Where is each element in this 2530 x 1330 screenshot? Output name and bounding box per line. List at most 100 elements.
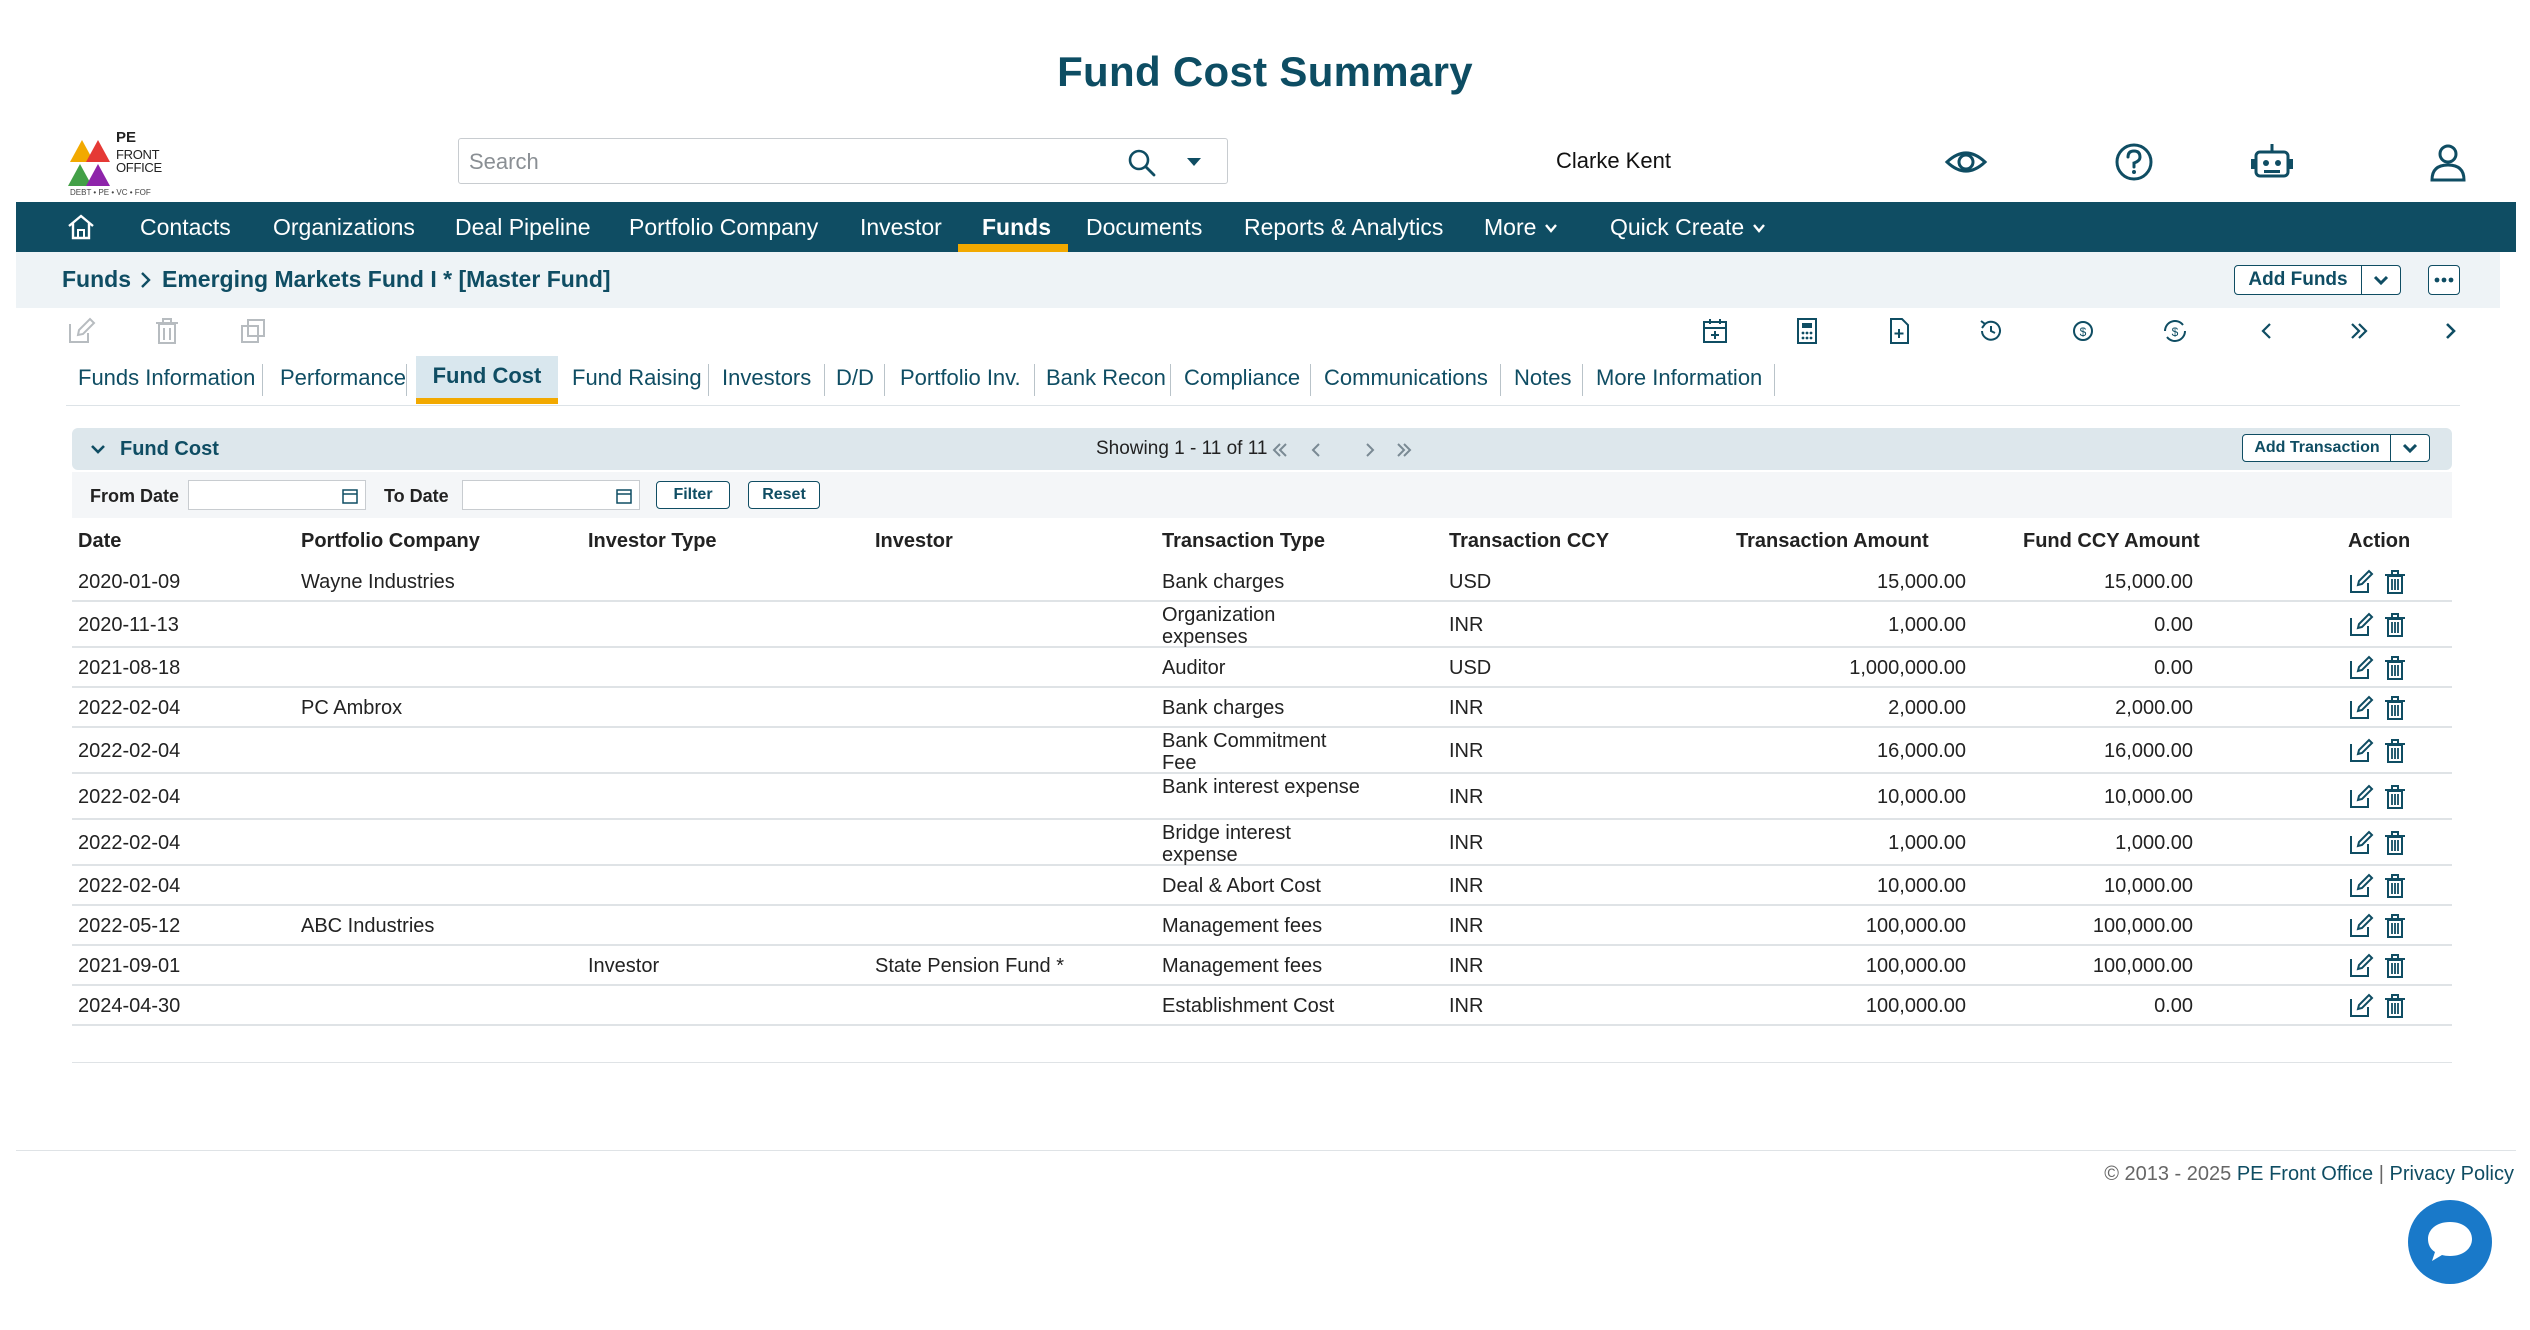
- tab-more-information[interactable]: More Information: [1596, 365, 1763, 390]
- delete-row-icon[interactable]: [2382, 569, 2408, 595]
- reset-button[interactable]: Reset: [748, 481, 820, 509]
- nav-quick-create[interactable]: Quick Create: [1610, 202, 1767, 252]
- search-icon[interactable]: [1127, 148, 1157, 178]
- delete-row-icon[interactable]: [2382, 655, 2408, 681]
- prev-page-icon[interactable]: [1306, 440, 1326, 460]
- delete-row-icon[interactable]: [2382, 913, 2408, 939]
- last-record-icon[interactable]: [2344, 316, 2374, 346]
- help-icon[interactable]: [2112, 140, 2156, 184]
- col-fund-ccy-amount[interactable]: Fund CCY Amount: [2023, 530, 2200, 552]
- table-row[interactable]: 2022-02-04 Deal & Abort Cost INR 10,000.00 1…: [72, 866, 2452, 906]
- currency-sync-icon[interactable]: $: [2160, 316, 2190, 346]
- table-row[interactable]: 2021-09-01 Investor State Pension Fund * Ma…: [72, 946, 2452, 986]
- filter-button[interactable]: Filter: [656, 481, 730, 509]
- edit-row-icon[interactable]: [2348, 873, 2374, 899]
- table-row[interactable]: 2021-08-18 Auditor USD 1,000,000.00 0.00: [72, 648, 2452, 688]
- add-transaction-button[interactable]: Add Transaction: [2242, 434, 2392, 462]
- tab-portfolio-inv[interactable]: Portfolio Inv.: [900, 365, 1021, 390]
- last-page-icon[interactable]: [1394, 440, 1414, 460]
- user-profile-icon[interactable]: [2426, 140, 2470, 184]
- table-row[interactable]: 2022-02-04 Bridge interest expense INR 1,00…: [72, 820, 2452, 866]
- table-row[interactable]: 2022-02-04 Bank Commitment Fee INR 16,000.0…: [72, 728, 2452, 774]
- privacy-policy-link[interactable]: Privacy Policy: [2389, 1163, 2514, 1185]
- currency-refresh-icon[interactable]: $: [2068, 316, 2098, 346]
- col-investor[interactable]: Investor: [875, 530, 953, 552]
- chat-button[interactable]: [2408, 1200, 2492, 1284]
- search-input[interactable]: [469, 147, 1109, 177]
- tab-dd[interactable]: D/D: [836, 365, 874, 390]
- tab-notes[interactable]: Notes: [1514, 365, 1572, 390]
- delete-icon[interactable]: [152, 316, 182, 346]
- first-page-icon[interactable]: [1270, 440, 1290, 460]
- edit-row-icon[interactable]: [2348, 830, 2374, 856]
- edit-row-icon[interactable]: [2348, 784, 2374, 810]
- tab-bank-recon[interactable]: Bank Recon: [1046, 365, 1166, 390]
- table-row[interactable]: 2022-05-12 ABC Industries Management fees I…: [72, 906, 2452, 946]
- table-row[interactable]: 2020-01-09 Wayne Industries Bank charges US…: [72, 562, 2452, 602]
- edit-row-icon[interactable]: [2348, 913, 2374, 939]
- logo[interactable]: PE FRONT OFFICE DEBT • PE • VC • FOF: [68, 128, 198, 198]
- table-row[interactable]: 2022-02-04 PC Ambrox Bank charges INR 2,000.…: [72, 688, 2452, 728]
- nav-investor[interactable]: Investor: [860, 214, 942, 240]
- nav-deal-pipeline[interactable]: Deal Pipeline: [455, 214, 591, 240]
- add-document-icon[interactable]: [1884, 316, 1914, 346]
- nav-contacts[interactable]: Contacts: [140, 214, 231, 240]
- more-options-button[interactable]: [2428, 265, 2460, 295]
- tab-communications[interactable]: Communications: [1324, 365, 1488, 390]
- nav-reports-analytics[interactable]: Reports & Analytics: [1244, 214, 1444, 240]
- col-transaction-type[interactable]: Transaction Type: [1162, 530, 1326, 552]
- add-funds-button[interactable]: Add Funds: [2234, 265, 2362, 295]
- add-funds-dropdown-button[interactable]: [2361, 265, 2401, 295]
- tab-fund-cost[interactable]: Fund Cost: [416, 356, 558, 402]
- edit-row-icon[interactable]: [2348, 612, 2374, 638]
- collapse-chevron-icon[interactable]: [88, 439, 108, 459]
- from-date-input[interactable]: [188, 480, 366, 510]
- delete-row-icon[interactable]: [2382, 695, 2408, 721]
- delete-row-icon[interactable]: [2382, 784, 2408, 810]
- previous-record-icon[interactable]: [2252, 316, 2282, 346]
- user-name[interactable]: Clarke Kent: [1556, 148, 1671, 173]
- edit-row-icon[interactable]: [2348, 655, 2374, 681]
- delete-row-icon[interactable]: [2382, 953, 2408, 979]
- eye-icon[interactable]: [1944, 140, 1988, 184]
- robot-icon[interactable]: [2250, 140, 2294, 184]
- calendar-icon[interactable]: [615, 487, 633, 505]
- next-record-icon[interactable]: [2436, 316, 2466, 346]
- copy-icon[interactable]: [238, 316, 268, 346]
- tab-investors[interactable]: Investors: [722, 365, 812, 390]
- edit-row-icon[interactable]: [2348, 953, 2374, 979]
- delete-row-icon[interactable]: [2382, 612, 2408, 638]
- col-date[interactable]: Date: [78, 530, 122, 552]
- calendar-icon[interactable]: [341, 487, 359, 505]
- to-date-input[interactable]: [462, 480, 640, 510]
- delete-row-icon[interactable]: [2382, 873, 2408, 899]
- table-row[interactable]: 2022-02-04 Bank interest expense INR 10,000…: [72, 774, 2452, 820]
- edit-row-icon[interactable]: [2348, 738, 2374, 764]
- delete-row-icon[interactable]: [2382, 830, 2408, 856]
- tab-funds-information[interactable]: Funds Information: [78, 365, 256, 390]
- delete-row-icon[interactable]: [2382, 993, 2408, 1019]
- nav-organizations[interactable]: Organizations: [273, 214, 415, 240]
- next-page-icon[interactable]: [1360, 440, 1380, 460]
- add-transaction-dropdown-button[interactable]: [2390, 434, 2430, 462]
- search-filter-caret-icon[interactable]: [1184, 153, 1204, 171]
- table-row[interactable]: 2024-04-30 Establishment Cost INR 100,000.0…: [72, 986, 2452, 1026]
- col-transaction-amount[interactable]: Transaction Amount: [1736, 530, 1929, 552]
- table-row[interactable]: 2020-11-13 Organization expenses INR 1,000.…: [72, 602, 2452, 648]
- calculator-icon[interactable]: [1792, 316, 1822, 346]
- tab-fund-raising[interactable]: Fund Raising: [572, 365, 702, 390]
- home-icon[interactable]: [66, 212, 96, 242]
- col-investor-type[interactable]: Investor Type: [588, 530, 717, 552]
- tab-compliance[interactable]: Compliance: [1184, 365, 1301, 390]
- tab-performance[interactable]: Performance: [280, 365, 406, 390]
- edit-row-icon[interactable]: [2348, 695, 2374, 721]
- footer-brand-link[interactable]: PE Front Office: [2236, 1163, 2374, 1185]
- edit-icon[interactable]: [66, 316, 96, 346]
- delete-row-icon[interactable]: [2382, 738, 2408, 764]
- breadcrumb-funds[interactable]: Funds: [62, 266, 131, 292]
- nav-funds[interactable]: Funds: [982, 214, 1051, 240]
- nav-more[interactable]: More: [1484, 202, 1559, 252]
- history-icon[interactable]: [1976, 316, 2006, 346]
- edit-row-icon[interactable]: [2348, 993, 2374, 1019]
- nav-documents[interactable]: Documents: [1086, 214, 1203, 240]
